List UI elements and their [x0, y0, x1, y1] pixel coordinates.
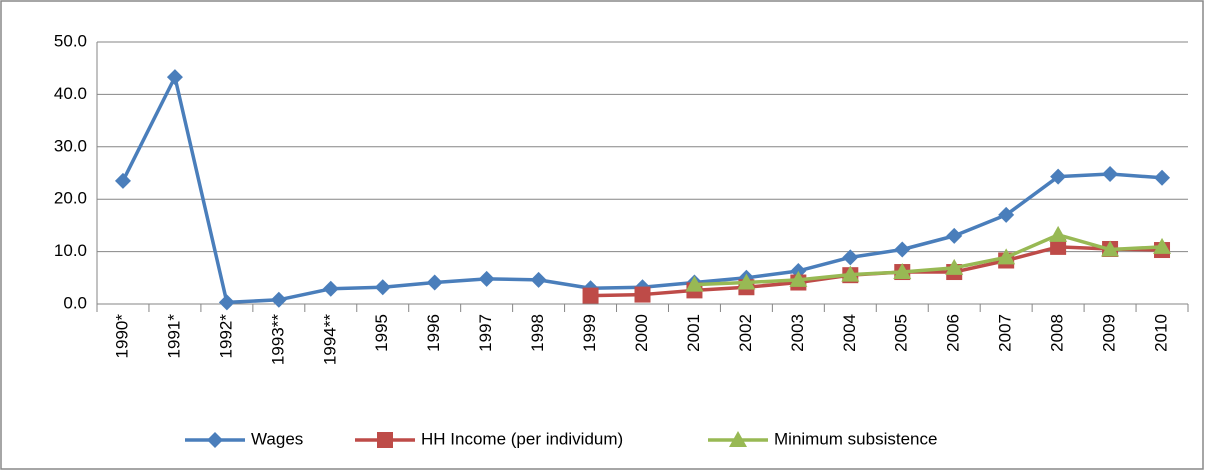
x-tick-label: 2002 [736, 314, 755, 352]
marker [842, 249, 859, 266]
marker [685, 275, 704, 292]
y-tick-label: 20.0 [54, 189, 87, 208]
marker [1050, 238, 1067, 255]
x-tick-label: 2001 [684, 314, 703, 352]
marker [322, 280, 339, 297]
x-tick-label: 1993** [268, 314, 287, 365]
x-tick-label: 1996 [424, 314, 443, 352]
x-tick-label: 1991* [164, 314, 183, 359]
marker [530, 271, 547, 288]
marker [270, 291, 287, 308]
marker [1154, 169, 1171, 186]
marker [729, 431, 747, 447]
y-tick-label: 50.0 [54, 31, 87, 50]
marker [945, 258, 964, 275]
marker [634, 286, 651, 303]
y-tick-label: 30.0 [54, 136, 87, 155]
marker [426, 274, 443, 291]
x-tick-label: 1990* [112, 314, 131, 359]
x-tick-label: 1994** [320, 314, 339, 365]
x-tick-label: 1998 [528, 314, 547, 352]
x-tick-label: 2000 [632, 314, 651, 352]
marker [894, 241, 911, 258]
marker [737, 273, 756, 290]
y-tick-label: 40.0 [54, 84, 87, 103]
marker [218, 294, 235, 311]
marker [998, 206, 1015, 223]
marker [789, 270, 808, 287]
marker [582, 287, 599, 304]
x-tick-label: 1992* [216, 314, 235, 359]
x-tick-label: 2004 [840, 314, 859, 352]
marker [1049, 225, 1068, 242]
x-tick-label: 2008 [1048, 314, 1067, 352]
x-tick-label: 2010 [1152, 314, 1171, 352]
x-tick-label: 1997 [476, 314, 495, 352]
y-tick-label: 10.0 [54, 241, 87, 260]
marker [207, 432, 223, 448]
x-tick-label: 2006 [944, 314, 963, 352]
marker [1153, 237, 1172, 254]
x-tick-label: 1999 [580, 314, 599, 352]
x-tick-label: 1995 [372, 314, 391, 352]
legend-label: HH Income (per individum) [421, 429, 623, 448]
marker [1101, 240, 1120, 257]
x-tick-label: 2003 [788, 314, 807, 352]
marker [1102, 166, 1119, 183]
legend-label: Wages [251, 429, 303, 448]
marker [377, 432, 393, 448]
y-tick-label: 0.0 [63, 293, 87, 312]
marker [374, 279, 391, 296]
x-tick-label: 2007 [996, 314, 1015, 352]
marker [166, 69, 183, 86]
marker [1050, 168, 1067, 185]
legend-label: Minimum subsistence [774, 429, 937, 448]
marker [997, 248, 1016, 265]
marker [114, 172, 131, 189]
marker [841, 265, 860, 282]
x-tick-label: 2005 [892, 314, 911, 352]
x-tick-label: 2009 [1100, 314, 1119, 352]
marker [893, 263, 912, 280]
marker [478, 270, 495, 287]
marker [946, 227, 963, 244]
series-line [694, 233, 1163, 287]
